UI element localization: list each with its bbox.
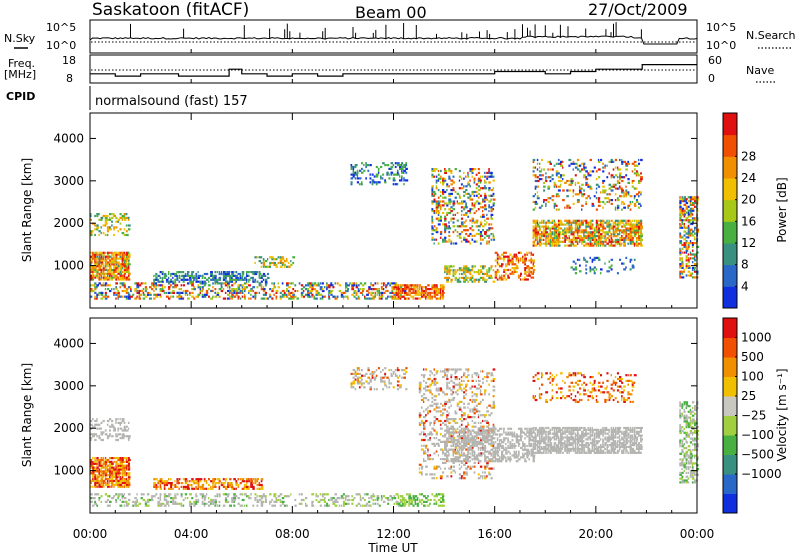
colorbar-tick-label: 24 (741, 171, 756, 185)
nsky-series-line (89, 22, 698, 45)
x-tick-label: 00:00 (680, 527, 715, 541)
colorbar-tick-label: 1000 (741, 331, 772, 345)
beam-title: Beam 00 (355, 3, 427, 22)
y-tick-label: 2000 (53, 216, 84, 230)
power-data (90, 158, 700, 300)
freq-right-tick-top: 60 (708, 54, 722, 67)
y-tick-label: 3000 (53, 379, 84, 393)
velocity-panel: 1000 2000 3000 4000 Slant Range [km] 1000 50… (20, 317, 789, 514)
noise-left-tick-top: 10^5 (46, 21, 76, 34)
freq-series-line (90, 63, 697, 77)
x-tick-label: 04:00 (174, 527, 209, 541)
y-tick-label: 3000 (53, 174, 84, 188)
x-tick-label: 12:00 (376, 527, 411, 541)
velocity-colorbar-label: Velocity [m s⁻¹] (775, 368, 789, 461)
velocity-data (90, 367, 700, 507)
colorbar-swatch (723, 474, 737, 494)
freq-left-tick-bottom: 8 (66, 72, 73, 85)
noise-left-tick-bottom: 10^0 (46, 39, 76, 52)
cpid-label: CPID (6, 90, 35, 103)
velocity-colorbar: 1000 500 100 25 −25 −100 −500 −1000 (722, 317, 782, 514)
colorbar-swatch (723, 337, 737, 358)
colorbar-swatch (723, 113, 737, 136)
colorbar-swatch (723, 264, 737, 287)
freq-right-tick-bottom: 0 (708, 72, 715, 85)
colorbar-tick-label: 500 (741, 350, 764, 364)
colorbar-frame (722, 112, 738, 309)
velocity-ylabel: Slant Range [km] (20, 363, 34, 467)
velocity-background (90, 318, 697, 513)
x-axis: 00:00 04:00 08:00 12:00 16:00 20:00 00:00 (73, 49, 715, 541)
power-ylabel: Slant Range [km] (20, 158, 34, 262)
colorbar-tick-label: −25 (741, 409, 766, 423)
colorbar-tick-label: 100 (741, 370, 764, 384)
power-colorbar-label: Power [dB] (775, 177, 789, 242)
colorbar-tick-label: 25 (741, 389, 756, 403)
colorbar-tick-label: 4 (741, 279, 749, 293)
power-colorbar: 4 8 12 16 20 24 28 (722, 112, 756, 309)
colorbar-swatch (723, 318, 737, 338)
frequency-panel: Freq. [MHz] 18 8 60 0 Nave (4, 54, 776, 85)
date-title: 27/Oct/2009 (588, 0, 688, 19)
y-tick-label: 4000 (53, 336, 84, 350)
noise-right-tick-top: 10^5 (706, 21, 736, 34)
colorbar-tick-label: −500 (741, 448, 774, 462)
colorbar-swatch (723, 243, 737, 266)
y-tick-label: 1000 (53, 259, 84, 273)
noise-panel: N.Sky 10^5 10^0 10^5 10^0 N.Search (4, 19, 796, 54)
colorbar-swatch (723, 286, 737, 309)
colorbar-swatch (723, 156, 737, 179)
x-tick-label: 08:00 (275, 527, 310, 541)
colorbar-tick-label: −1000 (741, 467, 782, 481)
colorbar-tick-label: −100 (741, 428, 774, 442)
freq-left-tick-top: 18 (62, 54, 76, 67)
y-tick-label: 4000 (53, 131, 84, 145)
colorbar-tick-label: 20 (741, 193, 756, 207)
colorbar-tick-label: 12 (741, 236, 756, 250)
y-tick-label: 2000 (53, 421, 84, 435)
nave-label: Nave (746, 64, 774, 77)
colorbar-swatch (723, 199, 737, 222)
x-tick-label: 20:00 (579, 527, 614, 541)
noise-right-tick-bottom: 10^0 (706, 39, 736, 52)
nsearch-label: N.Search (746, 29, 796, 42)
freq-unit-label: [MHz] (4, 68, 36, 81)
colorbar-swatch (723, 357, 737, 377)
colorbar-swatch (723, 454, 737, 475)
nsky-label: N.Sky (4, 32, 36, 45)
colorbar-swatch (723, 376, 737, 397)
colorbar-tick-label: 16 (741, 214, 756, 228)
colorbar-swatch (723, 435, 737, 455)
power-panel: 1000 2000 3000 4000 Slant Range [km] 4 8 12 16… (20, 112, 789, 309)
colorbar-swatch (723, 134, 737, 157)
colorbar-swatch (723, 178, 737, 201)
station-title: Saskatoon (fitACF) (92, 0, 249, 20)
colorbar-swatch (723, 493, 737, 514)
colorbar-swatch (723, 396, 737, 416)
cpid-value: normalsound (fast) 157 (95, 94, 248, 109)
x-axis-label: Time UT (367, 541, 418, 554)
y-tick-label: 1000 (53, 464, 84, 478)
colorbar-tick-label: 28 (741, 149, 756, 163)
colorbar-swatch (723, 415, 737, 436)
freq-label: Freq. (8, 57, 35, 70)
colorbar-tick-label: 8 (741, 258, 749, 272)
colorbar-swatch (723, 221, 737, 244)
x-tick-label: 16:00 (477, 527, 512, 541)
x-tick-label: 00:00 (73, 527, 108, 541)
